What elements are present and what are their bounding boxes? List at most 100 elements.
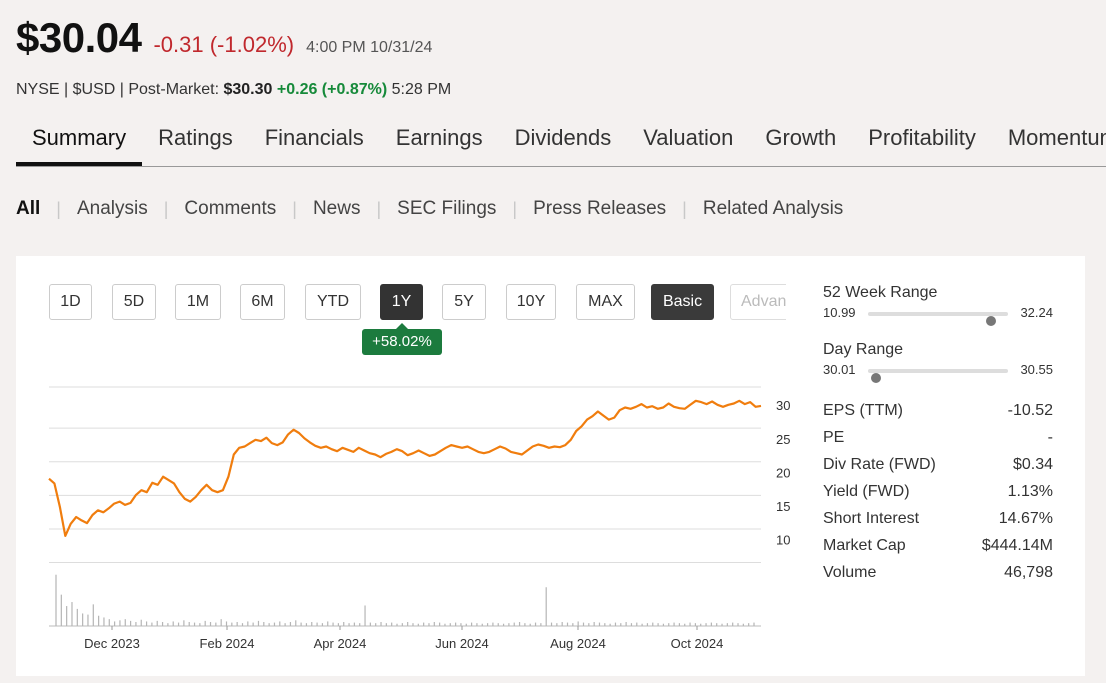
volume-bar — [524, 623, 526, 626]
volume-bar — [737, 623, 739, 626]
volume-bar — [161, 622, 164, 626]
range-1m-button[interactable]: 1M — [175, 284, 221, 320]
content-filters: All | Analysis | Comments | News | SEC F… — [16, 198, 843, 220]
volume-bar — [98, 615, 100, 626]
volume-bar — [231, 622, 233, 626]
filter-divider: | — [292, 198, 297, 219]
main-tabs: Summary Ratings Financials Earnings Divi… — [16, 116, 1106, 167]
post-market-time: 5:28 PM — [391, 81, 452, 98]
toolbar-clip — [786, 280, 806, 324]
filter-related-analysis[interactable]: Related Analysis — [702, 198, 844, 219]
volume-bar — [311, 622, 313, 626]
tab-profitability[interactable]: Profitability — [868, 125, 976, 150]
y-tick-label: 10 — [776, 533, 790, 548]
volume-bar — [577, 621, 579, 626]
volume-bar — [295, 620, 297, 626]
volume-bar — [652, 622, 654, 626]
volume-bar — [167, 623, 169, 626]
volume-bar — [433, 622, 435, 626]
filter-all[interactable]: All — [16, 198, 41, 219]
tab-growth[interactable]: Growth — [765, 125, 837, 150]
week52-range-label: 52 Week Range — [823, 284, 938, 301]
filter-press-releases[interactable]: Press Releases — [533, 198, 667, 219]
volume-bar — [598, 622, 601, 626]
volume-bar — [252, 622, 254, 626]
tab-earnings[interactable]: Earnings — [395, 125, 483, 150]
volume-bar — [518, 622, 521, 626]
stat-row: Short Interest 14.67% — [823, 505, 1053, 532]
week52-range-bar: 10.99 32.24 — [823, 304, 1053, 326]
range-5d-button[interactable]: 5D — [112, 284, 156, 320]
x-tick-label: Feb 2024 — [200, 636, 255, 651]
volume-bar — [151, 622, 153, 626]
volume-bar — [364, 605, 366, 626]
volume-bar — [172, 621, 174, 626]
post-market-price: $30.30 — [223, 81, 273, 98]
range-1d-button[interactable]: 1D — [49, 284, 92, 320]
x-tick-label: Jun 2024 — [435, 636, 489, 651]
week52-low: 10.99 — [823, 305, 856, 320]
stat-label: EPS (TTM) — [823, 402, 903, 419]
range-5y-button[interactable]: 5Y — [442, 284, 486, 320]
volume-bar — [225, 621, 228, 626]
price-change: -0.31 (-1.02%) — [153, 32, 295, 57]
tab-summary[interactable]: Summary — [16, 116, 143, 166]
volume-bar — [561, 622, 563, 626]
volume-bar — [369, 622, 371, 626]
volume-bar — [668, 623, 670, 626]
range-max-button[interactable]: MAX — [576, 284, 635, 320]
volume-bar — [215, 622, 217, 626]
volume-bar — [534, 622, 537, 626]
range-1y-button[interactable]: 1Y — [380, 284, 423, 320]
volume-bar — [662, 623, 665, 626]
week52-high: 32.24 — [1020, 305, 1053, 320]
key-stats-panel: 52 Week Range 10.99 32.24 Day Range 30.0… — [823, 284, 1053, 586]
basic-mode-button[interactable]: Basic — [651, 284, 714, 320]
volume-bar — [87, 614, 89, 626]
volume-bar — [455, 622, 457, 626]
stat-label: Div Rate (FWD) — [823, 456, 936, 473]
volume-bar — [327, 621, 329, 626]
filter-divider: | — [682, 198, 687, 219]
tab-financials[interactable]: Financials — [264, 125, 364, 150]
range-ytd-button[interactable]: YTD — [305, 284, 361, 320]
volume-bar — [604, 623, 606, 626]
tab-momentum[interactable]: Momentum — [1007, 125, 1106, 150]
stat-row: Div Rate (FWD) $0.34 — [823, 451, 1053, 478]
exchange-info: NYSE | $USD | Post-Market: — [16, 81, 220, 98]
day-high: 30.55 — [1020, 362, 1053, 377]
filter-analysis[interactable]: Analysis — [76, 198, 148, 219]
volume-bar — [753, 622, 755, 626]
x-tick-label: Apr 2024 — [314, 636, 367, 651]
volume-bar — [556, 623, 558, 626]
volume-bar — [300, 622, 302, 626]
y-tick-label: 30 — [776, 398, 790, 413]
volume-bar — [385, 623, 387, 626]
volume-bar — [428, 623, 430, 626]
y-tick-label: 20 — [776, 465, 790, 480]
filter-news[interactable]: News — [312, 198, 361, 219]
volume-bar — [497, 623, 499, 626]
tab-valuation[interactable]: Valuation — [643, 125, 734, 150]
day-track — [868, 369, 1008, 383]
volume-bar — [641, 623, 643, 626]
volume-bar — [332, 622, 334, 626]
volume-bar — [481, 623, 483, 626]
volume-bar — [502, 623, 505, 626]
range-6m-button[interactable]: 6M — [240, 284, 285, 320]
filter-comments[interactable]: Comments — [184, 198, 277, 219]
volume-bar — [199, 623, 201, 626]
volume-bar — [279, 621, 281, 626]
range-10y-button[interactable]: 10Y — [506, 284, 556, 320]
tab-dividends[interactable]: Dividends — [514, 125, 612, 150]
volume-bar — [460, 623, 462, 626]
volume-bar — [529, 623, 531, 626]
volume-bar — [678, 623, 681, 626]
volume-bar — [636, 622, 638, 626]
price-chart[interactable]: 10 15 20 25 30 Dec 2023 Feb 2024 Apr 2024 Jun 2… — [16, 376, 806, 656]
y-axis-ticks: 10 15 20 25 30 — [776, 398, 790, 547]
tab-ratings[interactable]: Ratings — [158, 125, 233, 150]
filter-sec-filings[interactable]: SEC Filings — [397, 198, 497, 219]
volume-bar — [305, 623, 308, 626]
volume-bar — [92, 604, 94, 626]
